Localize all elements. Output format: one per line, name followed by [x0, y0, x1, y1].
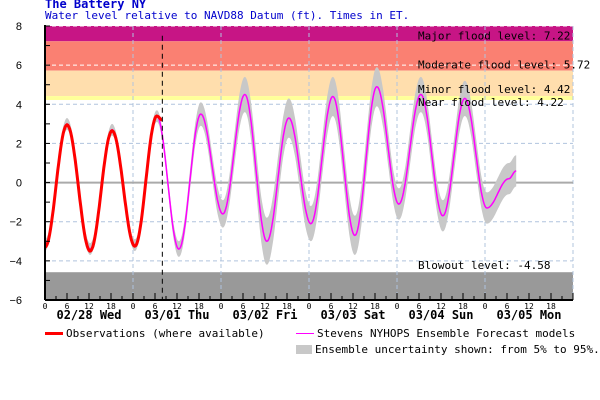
x-hour-label: 12 — [84, 302, 94, 311]
observation-swatch-icon — [45, 332, 63, 335]
y-tick-label: −4 — [9, 256, 22, 268]
legend-uncertainty-label: Ensemble uncertainty shown: from 5% to 9… — [315, 343, 600, 356]
y-tick-label: 8 — [16, 21, 22, 33]
y-tick-label: 2 — [16, 138, 22, 150]
x-hour-label: 6 — [505, 302, 510, 311]
x-hour-label: 0 — [307, 302, 312, 311]
observation-line — [44, 114, 163, 253]
x-hour-label: 0 — [43, 302, 48, 311]
legend-observations: Observations (where available) — [45, 327, 265, 340]
threshold-label: Major flood level: 7.22 — [418, 29, 570, 42]
x-hour-label: 12 — [172, 302, 182, 311]
threshold-label: Minor flood level: 4.42 — [418, 83, 570, 96]
x-hour-label: 6 — [65, 302, 70, 311]
x-hour-label: 18 — [106, 302, 116, 311]
x-hour-label: 6 — [329, 302, 334, 311]
x-hour-label: 0 — [131, 302, 136, 311]
x-hour-label: 18 — [282, 302, 292, 311]
x-hour-label: 12 — [436, 302, 446, 311]
forecast-swatch-icon — [296, 333, 314, 334]
y-tick-label: 6 — [16, 60, 22, 72]
chart-title: The Battery NY — [45, 0, 147, 11]
legend-uncertainty: Ensemble uncertainty shown: from 5% to 9… — [296, 343, 600, 356]
x-hour-label: 0 — [483, 302, 488, 311]
uncertainty-swatch-icon — [296, 345, 312, 354]
legend-forecast: Stevens NYHOPS Ensemble Forecast models — [296, 327, 575, 340]
uncertainty-band — [45, 67, 517, 265]
x-hour-label: 0 — [219, 302, 224, 311]
threshold-label: Near flood level: 4.22 — [418, 96, 564, 109]
x-hour-label: 6 — [417, 302, 422, 311]
x-hour-label: 0 — [395, 302, 400, 311]
legend-forecast-label: Stevens NYHOPS Ensemble Forecast models — [317, 327, 576, 340]
x-hour-label: 6 — [241, 302, 246, 311]
y-tick-label: 4 — [16, 99, 22, 111]
x-hour-label: 12 — [260, 302, 270, 311]
x-day-label: 03/03 Sat — [320, 308, 385, 322]
x-hour-label: 12 — [524, 302, 534, 311]
x-hour-label: 18 — [370, 302, 380, 311]
x-hour-label: 18 — [458, 302, 468, 311]
threshold-label: Moderate flood level: 5.72 — [418, 59, 590, 72]
threshold-label: Blowout level: -4.58 — [418, 259, 550, 272]
chart-subtitle: Water level relative to NAVD88 Datum (ft… — [45, 9, 410, 22]
x-day-label: 03/05 Mon — [496, 308, 561, 322]
x-hour-label: 18 — [546, 302, 556, 311]
x-day-label: 02/28 Wed — [56, 308, 121, 322]
x-hour-label: 18 — [194, 302, 204, 311]
x-hour-label: 12 — [348, 302, 358, 311]
y-tick-label: −2 — [9, 217, 22, 229]
y-tick-label: 0 — [16, 178, 22, 190]
x-day-label: 03/04 Sun — [408, 308, 473, 322]
y-tick-label: −6 — [9, 295, 22, 307]
x-day-label: 03/02 Fri — [232, 308, 297, 322]
x-hour-label: 6 — [153, 302, 158, 311]
x-day-label: 03/01 Thu — [144, 308, 209, 322]
legend-observations-label: Observations (where available) — [66, 327, 265, 340]
